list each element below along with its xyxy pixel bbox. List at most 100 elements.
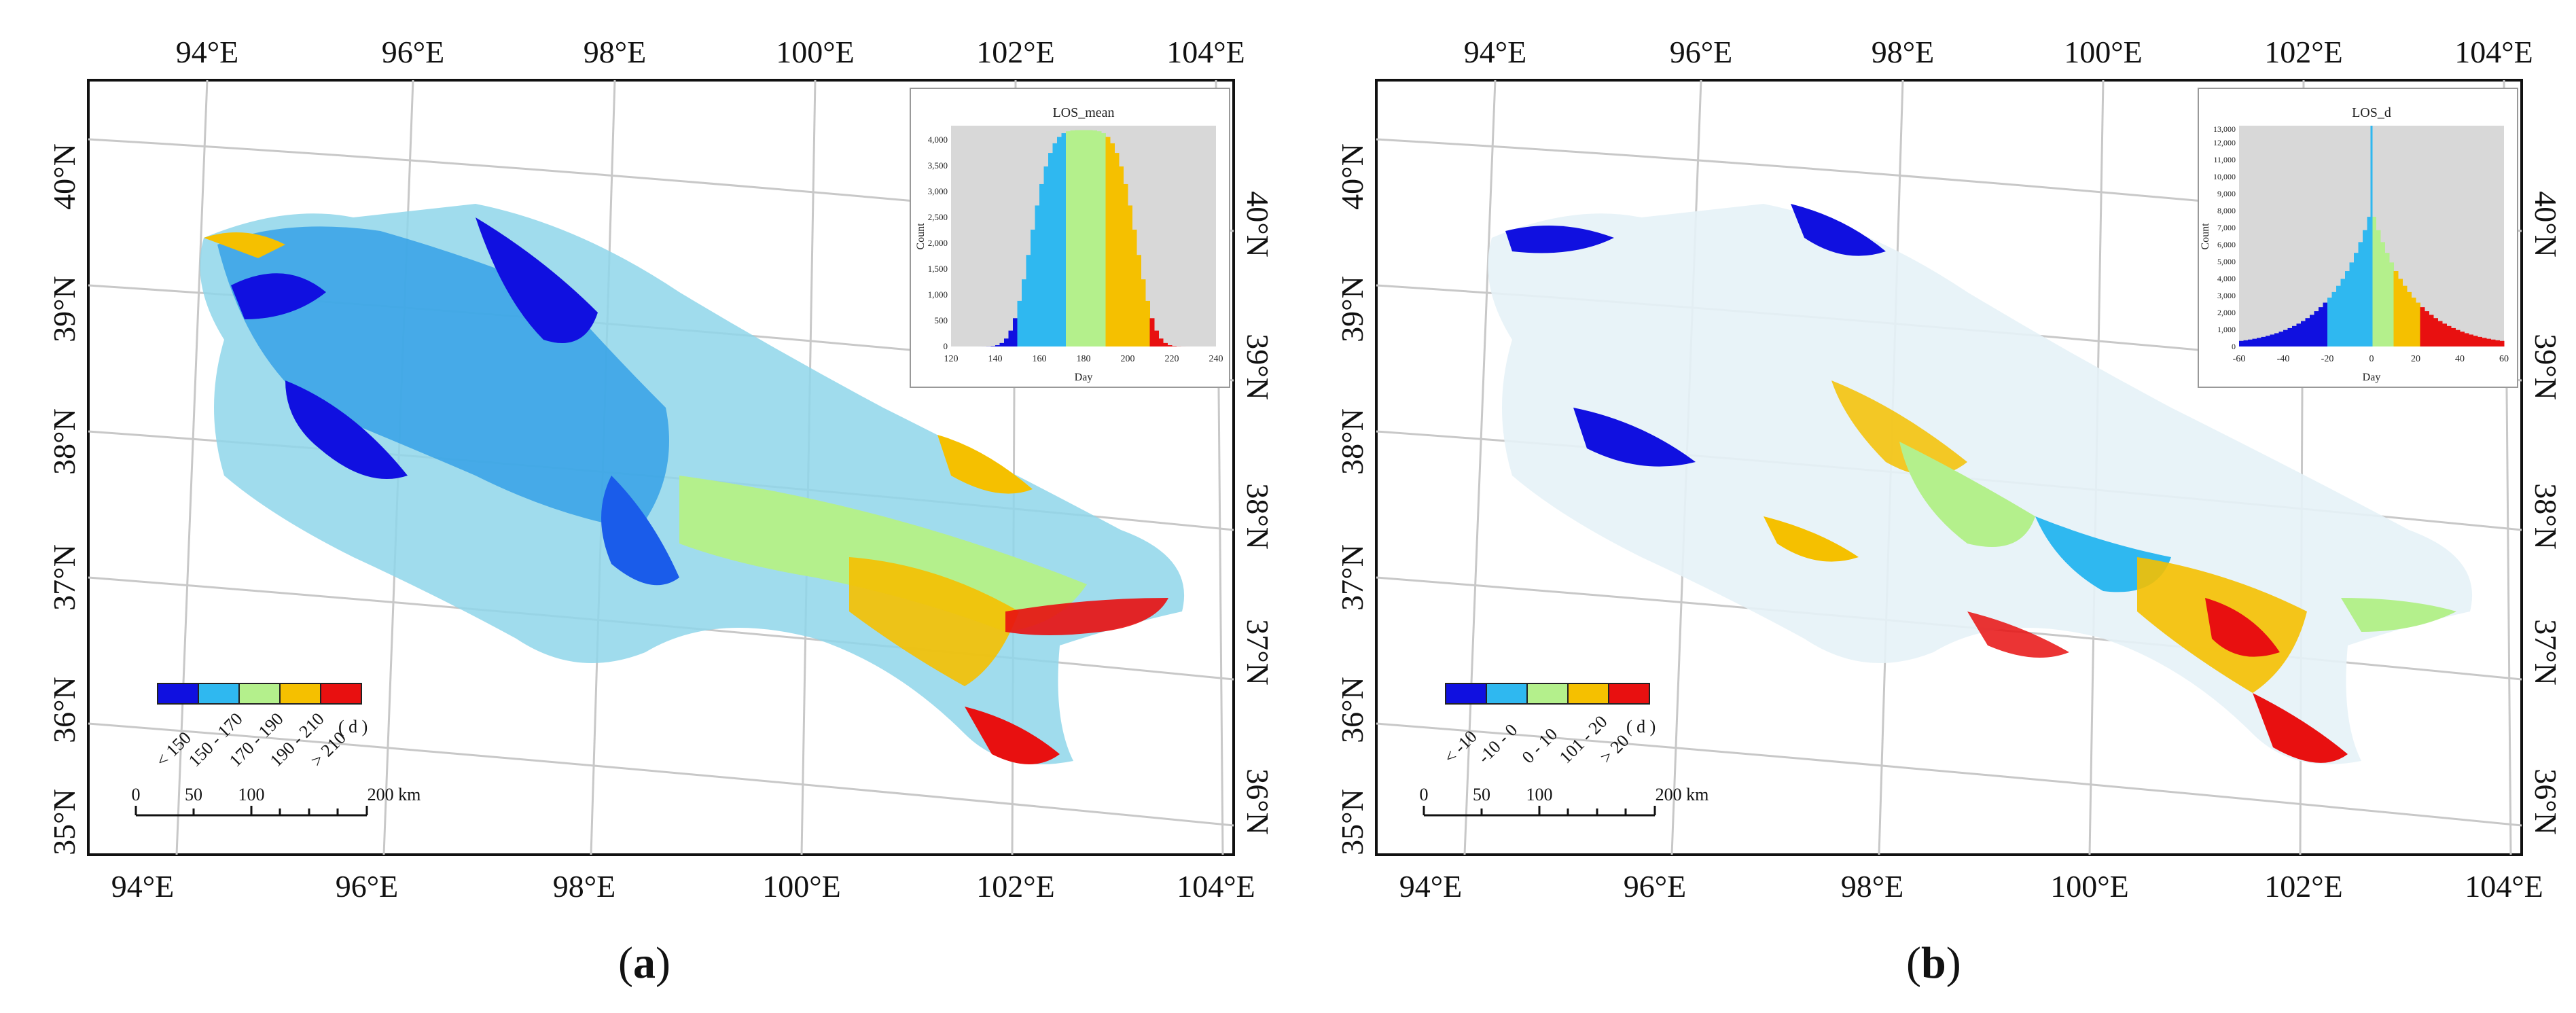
phenology-raster-a <box>200 204 1185 764</box>
histogram-bar <box>1128 205 1132 346</box>
panel-label-a: (a) <box>618 938 670 988</box>
bottom-lon-label: 104°E <box>2465 869 2543 904</box>
histogram-bar <box>2367 217 2372 346</box>
bottom-lon-label: 98°E <box>1841 869 1904 904</box>
hist-xtick: 200 <box>1121 354 1135 364</box>
histogram-bar <box>2437 321 2443 346</box>
histogram-bar <box>1092 130 1097 347</box>
histogram-bar <box>2287 327 2293 346</box>
histogram-bar <box>2243 340 2249 346</box>
histogram-bar <box>2384 253 2390 346</box>
legend-swatch <box>157 683 199 705</box>
histogram-bar <box>2323 302 2328 346</box>
top-lon-label: 96°E <box>1670 35 1733 69</box>
histogram-bar <box>1061 133 1067 347</box>
legend-swatch <box>238 683 281 705</box>
histogram-bar <box>2455 330 2461 346</box>
top-lon-label: 100°E <box>2064 35 2143 69</box>
histogram-bar <box>2274 333 2279 346</box>
left-lat-label: 38°N <box>1335 408 1370 475</box>
hist-xtick: 240 <box>1209 354 1223 364</box>
legend-swatch <box>279 683 321 705</box>
histogram-bar <box>1079 130 1084 346</box>
histogram-bar <box>2380 242 2385 346</box>
legend-swatch <box>1486 683 1528 705</box>
histogram-bar <box>1039 183 1044 346</box>
histogram-bar <box>2270 334 2275 346</box>
histogram-bar <box>2283 330 2288 346</box>
histogram-bar <box>2473 336 2478 346</box>
top-lon-label: 98°E <box>1872 35 1935 69</box>
scale-tick-label: 50 <box>1473 785 1490 804</box>
histogram-bar <box>2460 332 2465 346</box>
hist-xtick: 120 <box>944 354 959 364</box>
histogram-bar <box>1084 130 1088 346</box>
histogram-bar <box>2301 321 2306 346</box>
histogram-bar <box>1026 255 1031 346</box>
histogram-bar <box>1070 130 1075 347</box>
bottom-lon-label: 94°E <box>111 869 175 904</box>
left-lat-label: 37°N <box>47 544 82 611</box>
hist-xtick: 60 <box>2499 354 2509 364</box>
legend-swatch <box>1445 683 1487 705</box>
right-lat-label: 40°N <box>2528 191 2563 257</box>
legend-unit: ( d ) <box>1626 717 1656 736</box>
hist-ytick: 13,000 <box>2213 124 2236 134</box>
scale-tick-label: 0 <box>1420 785 1429 804</box>
hist-xtick: 0 <box>2369 354 2374 364</box>
histogram-bar <box>2499 340 2505 346</box>
right-lat-label: 39°N <box>1240 334 1275 400</box>
left-lat-label: 39°N <box>47 276 82 342</box>
legend-swatch <box>198 683 240 705</box>
top-lon-label: 104°E <box>2454 35 2533 69</box>
histogram-bar <box>2358 242 2363 346</box>
histogram-xlabel: Day <box>1075 372 1093 383</box>
histogram-bar <box>1022 279 1026 346</box>
histogram-bar <box>2336 285 2341 346</box>
histogram-bar <box>1149 318 1155 346</box>
histogram-bar <box>1137 255 1141 346</box>
histogram-bar <box>2442 323 2447 346</box>
histogram-bar <box>1163 342 1168 346</box>
hist-ytick: 3,000 <box>928 186 948 196</box>
hist-xtick: 20 <box>2411 354 2420 364</box>
histogram-bar <box>1123 183 1128 346</box>
histogram-bar <box>2411 298 2416 346</box>
histogram-bar <box>2239 340 2244 346</box>
histogram-bar <box>2416 302 2420 346</box>
histogram-bar <box>2376 230 2381 346</box>
hist-xtick: 220 <box>1165 354 1179 364</box>
right-lat-label: 38°N <box>2528 483 2563 550</box>
hist-ytick: 10,000 <box>2213 172 2236 181</box>
hist-xtick: 160 <box>1033 354 1047 364</box>
histogram-bar <box>1158 338 1164 346</box>
scale-tick-label: 100 <box>238 785 265 804</box>
bottom-lon-label: 96°E <box>1624 869 1687 904</box>
histogram-bar <box>2363 230 2367 346</box>
top-lon-label: 98°E <box>584 35 647 69</box>
right-lat-label: 36°N <box>2528 768 2563 835</box>
histogram-bar <box>999 342 1005 346</box>
hist-ytick: 5,000 <box>2217 257 2236 266</box>
histogram-bar <box>2292 325 2297 346</box>
hist-ytick: 11,000 <box>2213 155 2236 164</box>
left-lat-label: 37°N <box>1335 544 1370 611</box>
top-lon-label: 102°E <box>2264 35 2343 69</box>
hist-ytick: 500 <box>935 315 948 325</box>
histogram-bar <box>2393 271 2399 346</box>
histogram-bar <box>1004 338 1009 346</box>
histogram-bar <box>995 345 1000 346</box>
histogram-bar <box>1052 143 1058 346</box>
hist-ytick: 12,000 <box>2213 138 2236 147</box>
histogram-bar <box>2486 338 2491 346</box>
hist-ytick: 1,500 <box>928 264 948 274</box>
scale-end-label: 200 km <box>368 785 421 804</box>
histogram-title: LOS_d <box>2352 105 2391 120</box>
hist-ytick: 2,000 <box>2217 308 2236 317</box>
panel-b: LOS_d Day Count -60 -40 -20 0 20 40 60 0… <box>1288 0 2576 1013</box>
histogram-bar <box>2257 338 2261 346</box>
hist-ytick: 0 <box>2232 342 2236 351</box>
hist-ytick: 7,000 <box>2217 223 2236 232</box>
bottom-lon-label: 104°E <box>1177 869 1255 904</box>
histogram-bar <box>2278 332 2284 346</box>
